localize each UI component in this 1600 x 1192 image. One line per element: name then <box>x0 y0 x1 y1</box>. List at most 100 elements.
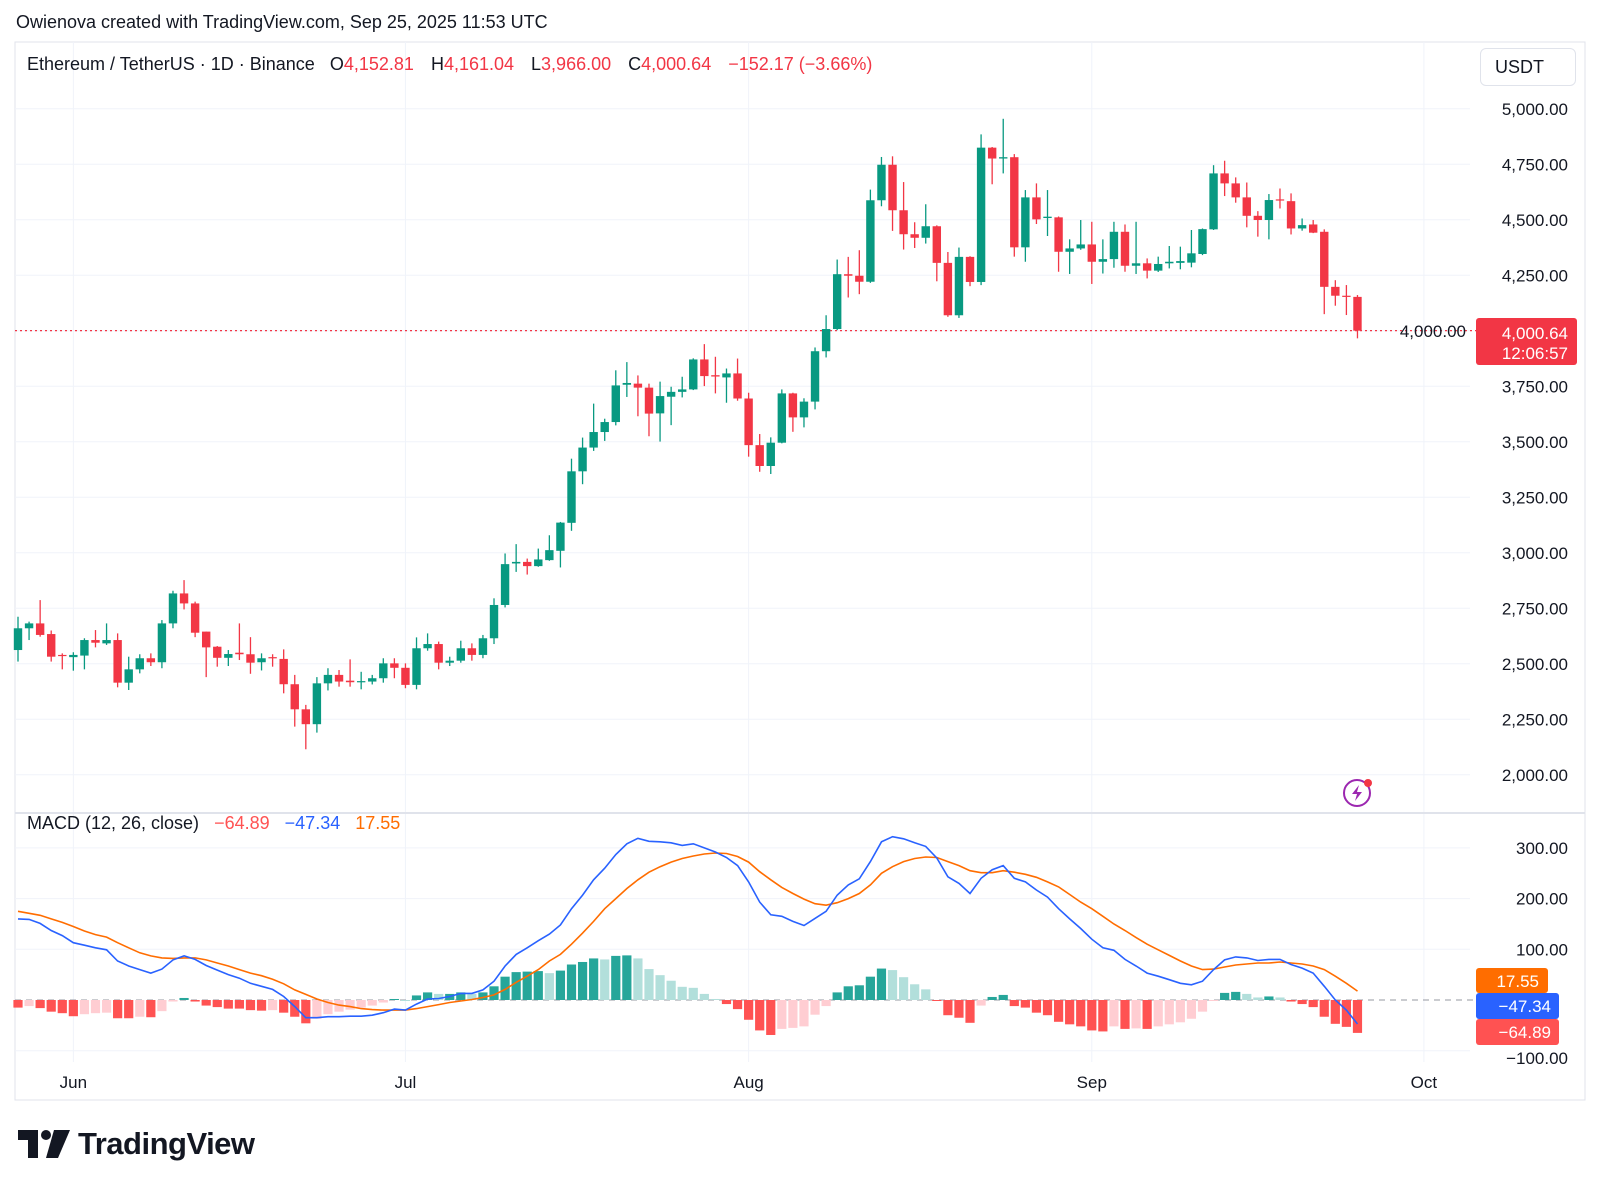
candle-body <box>290 684 299 710</box>
macd-histogram-value: −64.89 <box>214 813 270 833</box>
candle-body <box>523 561 532 567</box>
histogram-bar <box>788 1000 798 1028</box>
histogram-bar <box>633 958 643 1000</box>
candle <box>1120 224 1130 272</box>
candle <box>1331 280 1340 306</box>
candle <box>246 637 255 674</box>
price-tick-label: 3,250.00 <box>1502 488 1568 507</box>
candle <box>279 649 288 694</box>
candle-body <box>976 147 986 282</box>
candle-body <box>1308 224 1318 233</box>
histogram-bar <box>1020 1000 1030 1008</box>
macd-axis[interactable]: 300.00 200.00 100.00 −100.00 <box>1506 839 1568 1068</box>
candle <box>1275 188 1285 209</box>
change-value: −152.17 (−3.66%) <box>728 54 873 74</box>
high-value: 4,161.04 <box>443 54 515 74</box>
candle <box>157 620 167 669</box>
candle-body <box>35 623 45 635</box>
histogram-bar <box>611 955 621 1000</box>
price-axis[interactable]: 5,000.00 4,750.00 4,500.00 4,250.00 4,000.00… <box>1400 100 1568 785</box>
candle <box>666 386 676 426</box>
candle <box>545 535 554 561</box>
candle-body <box>1098 259 1108 262</box>
histogram-bar <box>323 1000 333 1015</box>
time-tick-label: Oct <box>1411 1073 1438 1092</box>
candle-body <box>954 256 964 316</box>
candle <box>1032 183 1041 225</box>
candle-body <box>124 669 133 683</box>
candle-body <box>511 561 521 564</box>
histogram-bar <box>600 959 610 1000</box>
candle-body <box>578 447 587 472</box>
candle-body <box>1076 244 1085 249</box>
candle <box>799 398 809 428</box>
candle <box>257 653 266 671</box>
macd-badge <box>1476 993 1559 1019</box>
symbol-title[interactable]: Ethereum / TetherUS · 1D · Binance <box>27 54 315 74</box>
signal-value: 17.55 <box>355 813 401 833</box>
histogram-bar <box>356 1000 366 1008</box>
candle <box>655 381 665 442</box>
histogram-bar <box>832 992 842 1000</box>
last-price-badge <box>1476 318 1577 365</box>
histogram-bar <box>68 1000 78 1017</box>
candle-body <box>58 654 67 657</box>
candle-body <box>1087 244 1096 262</box>
histogram-bar <box>522 971 532 1000</box>
histogram-bar <box>1120 1000 1130 1029</box>
candle-body <box>600 422 609 433</box>
candle-body <box>434 644 443 663</box>
histogram-bar <box>622 955 632 1000</box>
macd-legend[interactable]: MACD (12, 26, close) −64.89 −47.34 17.55 <box>27 813 410 834</box>
candle-body <box>1054 217 1063 252</box>
candle <box>201 631 211 678</box>
candle <box>1087 221 1096 284</box>
histogram-bar <box>312 1000 322 1019</box>
lightning-icon[interactable] <box>1343 779 1372 807</box>
price-tick-label: 2,500.00 <box>1502 655 1568 674</box>
candle <box>777 389 787 444</box>
candle-body <box>700 359 709 377</box>
histogram-bar <box>90 1000 101 1014</box>
histogram-bar <box>755 1000 765 1031</box>
candle-body <box>368 678 377 682</box>
histogram-bar <box>1297 1000 1307 1005</box>
candle-body <box>1032 197 1041 220</box>
candle-body <box>943 262 953 316</box>
candle-body <box>689 359 698 390</box>
time-axis[interactable]: Jun Jul Aug Sep Oct <box>60 1073 1438 1092</box>
candle <box>755 434 764 472</box>
candle-body <box>345 680 355 683</box>
candle-body <box>766 442 775 466</box>
histogram-bar <box>1098 1000 1108 1032</box>
histogram-bar <box>777 1000 787 1029</box>
time-tick-label: Jul <box>395 1073 417 1092</box>
histogram-bar <box>511 972 521 1000</box>
candle-body <box>190 603 200 633</box>
histogram-bar <box>821 1000 831 1007</box>
histogram-bar <box>179 997 189 1000</box>
attribution-text: Owienova created with TradingView.com, S… <box>16 12 548 32</box>
candle <box>600 418 609 441</box>
histogram-bar <box>301 1000 311 1024</box>
vertical-gridlines <box>72 42 1425 1062</box>
candle <box>578 437 587 485</box>
symbol-legend[interactable]: Ethereum / TetherUS · 1D · Binance O4,15… <box>27 54 884 75</box>
tradingview-logo[interactable]: TradingView <box>18 1126 255 1162</box>
price-gridlines <box>15 108 1470 776</box>
histogram-bar <box>644 969 654 1000</box>
candle <box>1187 230 1196 268</box>
candle <box>932 225 942 282</box>
histogram-bar <box>1042 1000 1053 1016</box>
candle-body <box>545 550 554 561</box>
macd-title[interactable]: MACD (12, 26, close) <box>27 813 200 833</box>
candle <box>401 663 410 689</box>
candle <box>855 250 864 295</box>
candle-body <box>1142 263 1152 271</box>
histogram-bar <box>478 992 488 1000</box>
histogram-bar <box>1197 1000 1208 1012</box>
close-value: 4,000.64 <box>641 54 712 74</box>
brand-name: TradingView <box>78 1126 255 1161</box>
currency-button[interactable]: USDT <box>1480 48 1576 86</box>
